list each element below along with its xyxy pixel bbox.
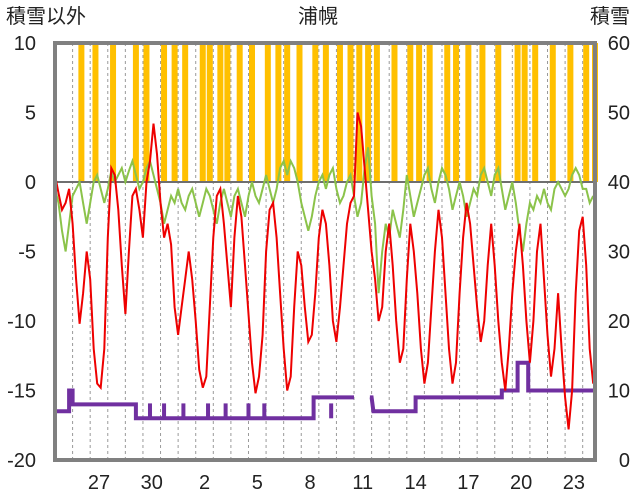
precipitation-bar — [182, 43, 189, 182]
precipitation-bar — [132, 43, 139, 182]
left-axis-tick-label: 0 — [25, 172, 36, 194]
precipitation-bar — [236, 43, 243, 182]
plot-frame — [53, 41, 597, 462]
precipitation-bar — [549, 43, 556, 182]
left-axis-ticks: 10 5 0 -5 -10 -15 -20 — [7, 33, 36, 472]
snow-depth-notch — [206, 403, 211, 419]
precipitation-bar — [479, 43, 486, 182]
other-series-line — [54, 147, 595, 294]
precipitation-bar — [296, 43, 303, 182]
right-axis-tick-label: 40 — [608, 172, 630, 194]
snow-depth-notch — [223, 403, 228, 419]
right-axis-header: 積雪 — [590, 4, 630, 28]
precipitation-bar — [347, 43, 354, 182]
precipitation-bar — [407, 43, 414, 182]
temperature-line — [54, 112, 595, 430]
precipitation-bar — [92, 43, 99, 182]
precipitation-bar — [465, 43, 472, 182]
snow-depth-line — [55, 360, 595, 421]
snow-depth-notch — [262, 403, 267, 419]
x-axis-tick-label: 23 — [563, 472, 585, 494]
precipitation-bar — [532, 43, 539, 182]
left-axis-tick-label: -10 — [7, 311, 36, 333]
precipitation-bar — [284, 43, 291, 182]
snow-depth-notch — [329, 403, 334, 419]
precipitation-bar — [373, 43, 380, 182]
right-axis-tick-label: 50 — [608, 103, 630, 125]
left-axis-tick-label: -20 — [7, 450, 36, 472]
x-axis-ticks: 27 30 2 5 8 11 14 17 20 23 — [88, 472, 585, 494]
left-axis-header: 積雪以外 — [6, 4, 86, 28]
snow-depth-notch — [147, 403, 152, 419]
precipitation-bar — [453, 43, 460, 182]
precipitation-bar — [426, 43, 433, 182]
precipitation-bar — [567, 43, 574, 182]
right-axis-tick-label: 30 — [608, 242, 630, 264]
snow-depth-notch — [162, 403, 167, 419]
x-axis-tick-label: 11 — [352, 472, 373, 494]
precipitation-bar — [514, 43, 521, 182]
x-axis-tick-label: 14 — [404, 472, 426, 494]
right-axis-tick-label: 10 — [608, 381, 630, 403]
precipitation-bar — [365, 43, 372, 182]
precipitation-bar — [275, 43, 282, 182]
left-axis-tick-label: -15 — [7, 381, 36, 403]
left-axis-tick-label: 10 — [14, 33, 36, 55]
precipitation-bar — [224, 43, 231, 182]
precipitation-bar — [249, 43, 256, 182]
precipitation-bar — [583, 43, 590, 182]
snow-depth-notch — [246, 403, 251, 419]
right-axis-tick-label: 0 — [619, 450, 630, 472]
x-axis-tick-label: 17 — [457, 472, 479, 494]
chart-title: 浦幌 — [298, 4, 338, 28]
x-axis-tick-label: 2 — [199, 472, 210, 494]
precipitation-bar — [161, 43, 168, 182]
precipitation-bar — [264, 43, 271, 182]
x-axis-tick-label: 20 — [510, 472, 532, 494]
precipitation-bar — [110, 43, 117, 182]
precipitation-bar — [391, 43, 398, 182]
x-axis-tick-label: 5 — [252, 472, 263, 494]
snow-depth-notch — [181, 403, 186, 419]
precipitation-bar — [322, 43, 329, 182]
precipitation-bar — [356, 43, 363, 182]
precipitation-bar — [444, 43, 451, 182]
right-axis-tick-label: 60 — [608, 33, 630, 55]
precipitation-bar — [143, 43, 150, 182]
right-axis-ticks: 60 50 40 30 20 10 0 — [608, 33, 630, 472]
precipitation-bar — [199, 43, 206, 182]
precipitation-bar — [171, 43, 178, 182]
left-axis-tick-label: 5 — [25, 103, 36, 125]
precipitation-bar — [521, 43, 528, 182]
precipitation-bar — [78, 43, 85, 182]
precipitation-bar — [312, 43, 319, 182]
x-axis-tick-label: 27 — [88, 472, 110, 494]
right-axis-tick-label: 20 — [608, 311, 630, 333]
x-axis-tick-label: 30 — [141, 472, 163, 494]
precipitation-bar — [206, 43, 213, 182]
precipitation-bar — [217, 43, 224, 182]
precipitation-bar — [416, 43, 423, 182]
left-axis-tick-label: -5 — [18, 242, 36, 264]
precipitation-bar — [495, 43, 502, 182]
precipitation-bar — [336, 43, 343, 182]
x-axis-tick-label: 8 — [304, 472, 315, 494]
